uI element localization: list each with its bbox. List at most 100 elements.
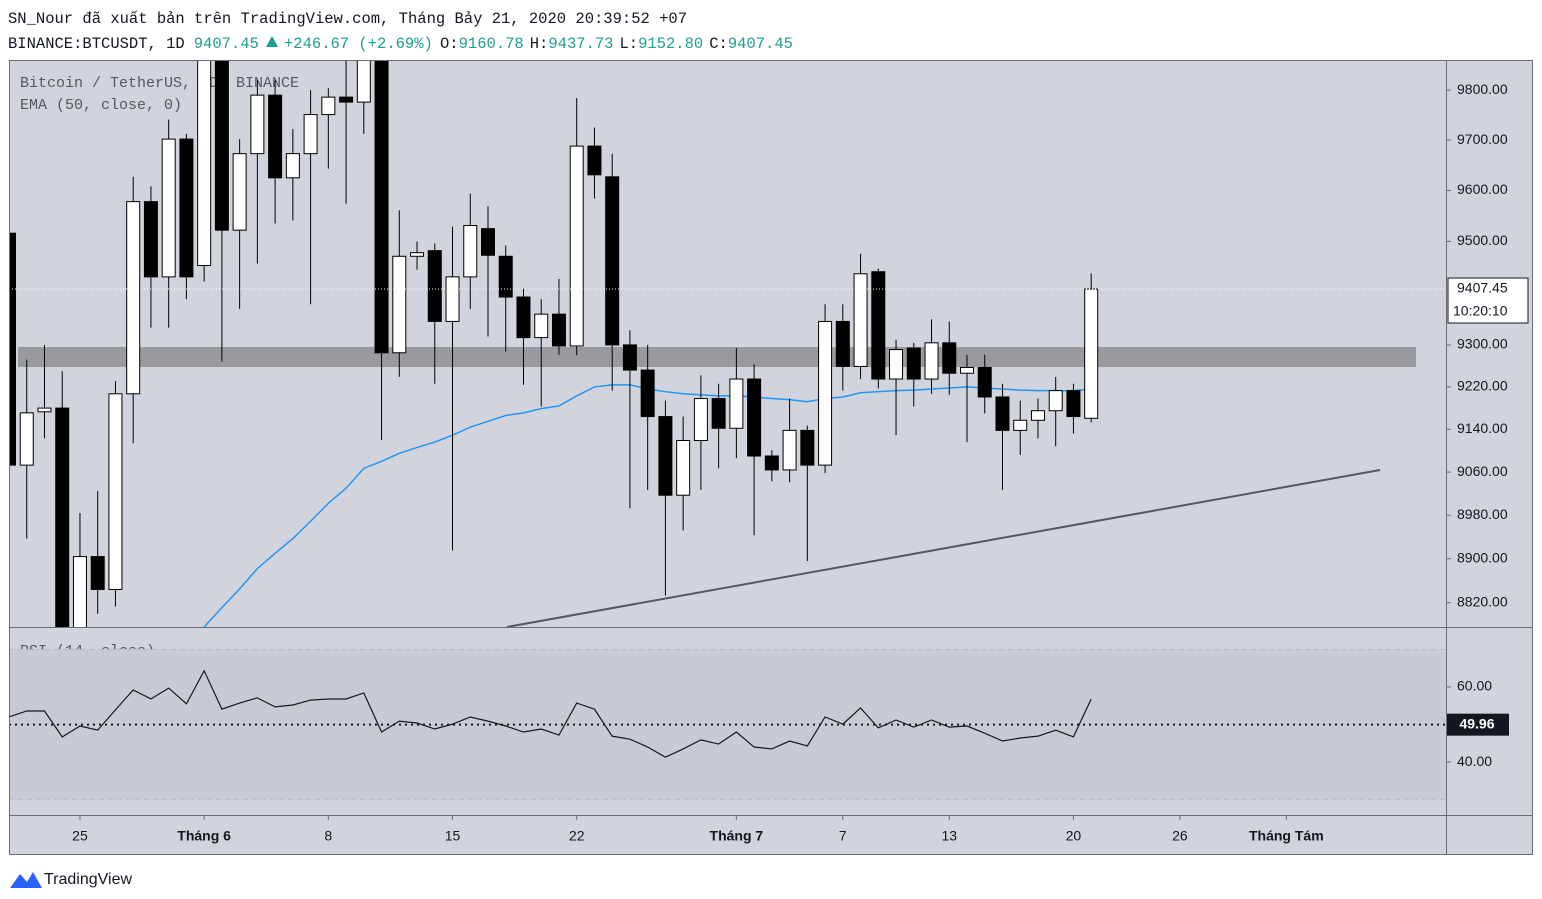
- candle-body: [534, 313, 549, 339]
- main-pane: Bitcoin / TetherUS, 1D, BINANCE EMA (50,…: [9, 60, 1446, 627]
- y-tick-label: 9060.00: [1457, 463, 1508, 479]
- candle-body: [676, 440, 691, 496]
- x-tick-label: 20: [1066, 828, 1082, 844]
- candle-body: [658, 416, 673, 496]
- symbol: BINANCE:BTCUSDT, 1D 9407.45: [8, 35, 259, 53]
- candle-body: [339, 96, 354, 103]
- candle-body: [143, 201, 158, 278]
- candle-body: [1013, 419, 1028, 431]
- x-tick-label: Tháng 7: [710, 828, 764, 844]
- candle-body: [232, 153, 247, 231]
- candle-body: [711, 398, 726, 429]
- y-tick-label: 9300.00: [1457, 336, 1508, 352]
- candle-body: [960, 366, 974, 374]
- ohlc-value: 9407.45: [728, 35, 793, 53]
- candle-body: [214, 60, 229, 231]
- brand: TradingView: [44, 871, 132, 888]
- x-tick-label: Tháng 6: [177, 828, 231, 844]
- candle-body: [250, 94, 265, 155]
- candle-body: [374, 60, 389, 354]
- y-tick-label: 8820.00: [1457, 593, 1508, 609]
- rsi-line: [9, 669, 1092, 758]
- candle-body: [640, 369, 655, 418]
- candle-body: [410, 252, 425, 257]
- candle-body: [693, 398, 708, 442]
- candle-body: [569, 145, 584, 347]
- candle-body: [481, 228, 495, 256]
- x-tick-label: 15: [445, 828, 461, 844]
- change: +246.67 (+2.69%): [284, 35, 433, 53]
- candle-body: [782, 429, 797, 471]
- candle-body: [889, 349, 904, 380]
- publisher-line: SN_Nour đã xuất bản trên TradingView.com…: [8, 10, 687, 28]
- logo-icon: [10, 872, 42, 888]
- candle-body: [445, 276, 460, 322]
- candle-body: [268, 94, 283, 179]
- rsi-y-tick-label: 60.00: [1457, 678, 1492, 694]
- candle-body: [321, 96, 336, 116]
- candle-body: [800, 429, 815, 466]
- trend-line: [506, 469, 1381, 627]
- candle-body: [977, 366, 992, 398]
- rsi-band: [9, 649, 1446, 800]
- rsi-value-box: [1447, 713, 1509, 736]
- ema-line: [203, 384, 1092, 627]
- candle-body: [1066, 390, 1081, 418]
- x-tick-label: 22: [569, 828, 585, 844]
- last-price: 9407.45: [194, 35, 259, 53]
- candle-body: [764, 455, 779, 471]
- candle-body: [197, 60, 212, 267]
- candle-body: [551, 313, 566, 347]
- rsi-value-label: 49.96: [1459, 715, 1494, 731]
- candle-body: [9, 232, 16, 466]
- candle-body: [1048, 390, 1063, 412]
- chart-title: Bitcoin / TetherUS, 1D, BINANCE: [20, 75, 299, 92]
- candle-body: [516, 296, 531, 339]
- x-tick-label: 13: [941, 828, 957, 844]
- candle-body: [747, 378, 762, 457]
- candle-body: [1084, 288, 1099, 419]
- candle-body: [818, 320, 833, 466]
- candle-body: [587, 145, 602, 176]
- x-tick-label: Tháng Tám: [1249, 828, 1324, 844]
- x-tick-label: 8: [324, 828, 332, 844]
- candle-body: [392, 255, 407, 354]
- y-tick-label: 9800.00: [1457, 81, 1508, 97]
- ohlc: O:9160.78 H:9437.73 L:9152.80 C:9407.45: [440, 35, 793, 53]
- ohlc-label: O:: [440, 35, 459, 53]
- y-tick-label: 9600.00: [1457, 181, 1508, 197]
- candle-body: [463, 225, 478, 278]
- countdown: 10:20:10: [1453, 303, 1508, 319]
- y-tick-label: 8900.00: [1457, 549, 1508, 565]
- candle-body: [906, 347, 921, 380]
- last-price-label: 9407.45: [1457, 280, 1508, 296]
- candle-body: [356, 60, 371, 103]
- x-tick-label: 26: [1172, 828, 1188, 844]
- ema-legend: EMA (50, close, 0): [20, 97, 182, 114]
- candle-body: [55, 407, 70, 627]
- y-tick-label: 8980.00: [1457, 506, 1508, 522]
- up-arrow-icon: [266, 36, 278, 47]
- y-tick-label: 9140.00: [1457, 420, 1508, 436]
- candle-body: [179, 138, 194, 278]
- ohlc-value: 9437.73: [548, 35, 613, 53]
- candle-body: [90, 556, 105, 590]
- candle-body: [622, 344, 637, 371]
- candle-body: [19, 412, 34, 466]
- candle-body: [108, 393, 123, 590]
- candle-body: [853, 273, 868, 367]
- ohlc-value: 9152.80: [638, 35, 703, 53]
- candle-body: [871, 271, 886, 380]
- candle-body: [285, 153, 300, 179]
- ohlc-label: C:: [709, 35, 728, 53]
- candle-body: [37, 407, 52, 413]
- rsi-pane: RSI (14, close): [9, 643, 1446, 801]
- candle-body: [72, 556, 87, 627]
- y-tick-label: 9700.00: [1457, 131, 1508, 147]
- candle-body: [161, 138, 176, 278]
- y-tick-label: 9500.00: [1457, 232, 1508, 248]
- ohlc-value: 9160.78: [459, 35, 524, 53]
- candle-body: [427, 250, 442, 322]
- candle-body: [126, 201, 141, 395]
